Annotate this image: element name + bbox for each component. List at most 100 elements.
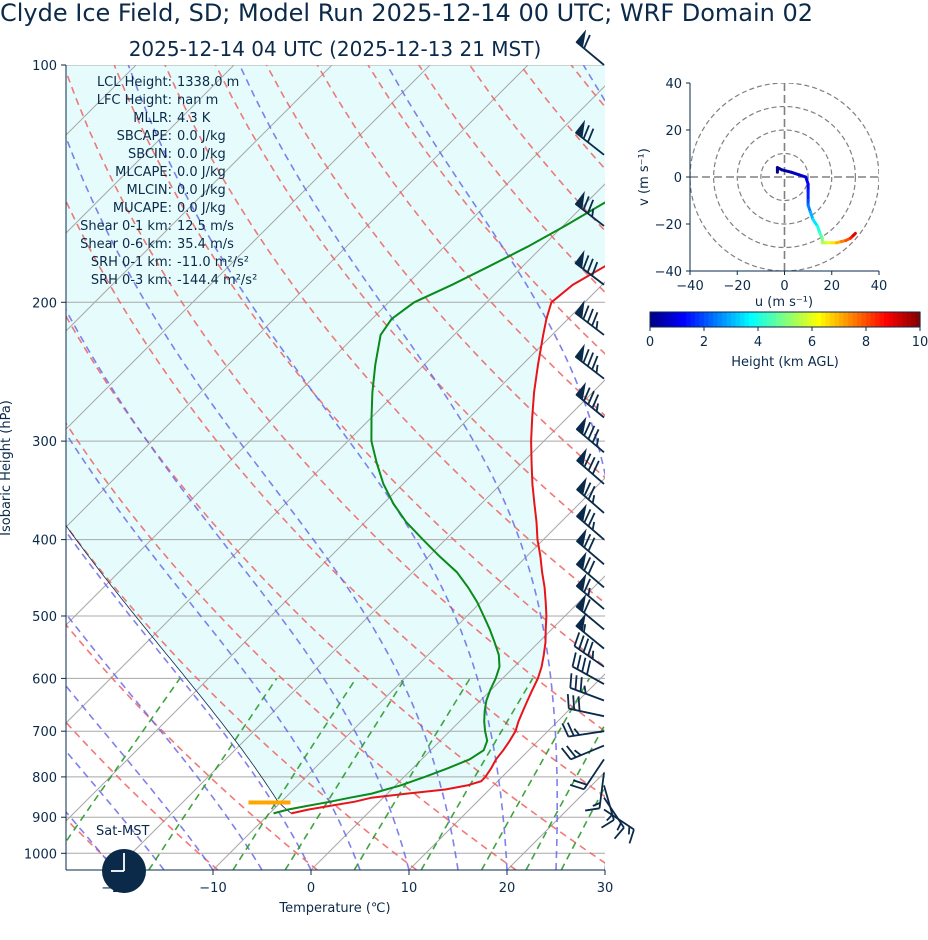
colorbar-cell <box>862 312 867 327</box>
colorbar-cell <box>880 312 885 327</box>
hodograph-y-tick-label: 0 <box>674 171 682 186</box>
hodograph-y-tick-label: −40 <box>655 265 682 280</box>
stat-label: MLCIN: <box>127 183 172 198</box>
wind-barb <box>585 773 604 811</box>
colorbar-cell <box>722 312 727 327</box>
hodograph-x-tick-label: 20 <box>823 279 840 294</box>
stat-label: MLLR: <box>133 111 172 126</box>
stat-row: SRH 0-1 km:-11.0 m²/s² <box>91 255 249 270</box>
figure-title: Clyde Ice Field, SD; Model Run 2025-12-1… <box>0 0 813 27</box>
hodograph-y-axis-label: v (m s⁻¹) <box>637 148 652 206</box>
colorbar-tick-label: 4 <box>754 335 762 350</box>
colorbar-cell <box>659 312 664 327</box>
isotherm-line <box>703 65 928 870</box>
colorbar-cell <box>826 312 831 327</box>
figure-subtitle: 2025-12-14 04 UTC (2025-12-13 21 MST) <box>129 37 542 61</box>
skewt-x-tick-label: 20 <box>499 881 516 896</box>
stat-value: 0.0 J/kg <box>177 201 226 216</box>
hodograph-y-tick-label: −20 <box>655 218 682 233</box>
colorbar-cell <box>673 312 678 327</box>
colorbar-cell <box>871 312 876 327</box>
colorbar-cell <box>853 312 858 327</box>
skewt-y-tick-label: 900 <box>32 811 57 826</box>
stat-row: Shear 0-1 km:12.5 m/s <box>80 219 234 234</box>
colorbar-cell <box>650 312 655 327</box>
hodograph-x-tick-label: 0 <box>780 279 788 294</box>
stat-value: 4.3 K <box>177 111 211 126</box>
colorbar-cell <box>763 312 768 327</box>
colorbar-cell <box>844 312 849 327</box>
stat-value: 0.0 J/kg <box>177 129 226 144</box>
stat-row: MLCIN: 0.0 J/kg <box>127 183 226 198</box>
skewt-y-tick-label: 300 <box>32 435 57 450</box>
wind-barb <box>576 384 604 418</box>
skewt-y-tick-label: 1000 <box>24 847 57 862</box>
colorbar-tick-label: 6 <box>808 335 816 350</box>
colorbar-cell <box>902 312 907 327</box>
stat-label: SRH 0-1 km: <box>91 255 172 270</box>
stat-value: 0.0 J/kg <box>177 183 226 198</box>
skewt-y-tick-label: 500 <box>32 610 57 625</box>
colorbar-cell <box>866 312 871 327</box>
wind-barb <box>562 746 604 760</box>
colorbar-cell <box>668 312 673 327</box>
hodograph-x-tick-label: −40 <box>676 279 703 294</box>
stat-row: MLCAPE:0.0 J/kg <box>115 165 226 180</box>
colorbar-cell <box>704 312 709 327</box>
colorbar-cell <box>691 312 696 327</box>
colorbar-cell <box>875 312 880 327</box>
stat-label: SBCIN: <box>128 147 172 162</box>
sat-label: Sat-MST <box>96 824 149 839</box>
colorbar-cell <box>830 312 835 327</box>
skewt-y-axis-label: Isobaric Height (hPa) <box>0 400 14 536</box>
wind-barb <box>576 31 604 65</box>
wind-barb <box>602 785 614 827</box>
colorbar-cell <box>686 312 691 327</box>
skewt-y-tick-label: 600 <box>32 672 57 687</box>
colorbar-cell <box>664 312 669 327</box>
stat-row: LCL Height:1338.0 m <box>97 75 239 90</box>
wind-barb <box>577 479 604 513</box>
colorbar-cell <box>758 312 763 327</box>
colorbar-cell <box>709 312 714 327</box>
stat-value: -144.4 m²/s² <box>177 273 257 288</box>
dry-adiabat-line <box>825 65 928 870</box>
skewt-y-tick-label: 200 <box>32 296 57 311</box>
colorbar-cell <box>803 312 808 327</box>
hodograph-segment <box>853 233 855 235</box>
skewt-y-tick-label: 100 <box>32 59 57 74</box>
skewt-x-tick-label: 10 <box>401 881 418 896</box>
stat-value: 35.4 m/s <box>177 237 234 252</box>
colorbar-tick-label: 8 <box>862 335 870 350</box>
dry-adiabat-line <box>622 65 928 870</box>
colorbar-cell <box>907 312 912 327</box>
wind-barb <box>568 694 604 716</box>
wind-barb <box>577 450 604 484</box>
stat-label: MLCAPE: <box>115 165 172 180</box>
colorbar-cell <box>794 312 799 327</box>
clock-icon <box>102 849 146 893</box>
dry-adiabat-line <box>723 65 928 870</box>
colorbar-cell <box>817 312 822 327</box>
wind-barb <box>575 346 604 379</box>
colorbar-cell <box>898 312 903 327</box>
stat-value: 12.5 m/s <box>177 219 234 234</box>
colorbar-cell <box>767 312 772 327</box>
stat-row: LFC Height:nan m <box>97 93 219 108</box>
colorbar-label: Height (km AGL) <box>731 355 839 370</box>
colorbar-cell <box>785 312 790 327</box>
wind-barb <box>570 673 604 700</box>
skewt-x-tick-label: −10 <box>199 881 226 896</box>
stat-label: LFC Height: <box>97 93 172 108</box>
dry-adiabat-line <box>673 65 928 870</box>
colorbar-cell <box>713 312 718 327</box>
colorbar-cell <box>812 312 817 327</box>
colorbar-cell <box>808 312 813 327</box>
colorbar-cell <box>835 312 840 327</box>
skewt-x-axis-label: Temperature (℃) <box>278 901 390 916</box>
colorbar-cell <box>781 312 786 327</box>
isotherm-line <box>605 65 928 870</box>
